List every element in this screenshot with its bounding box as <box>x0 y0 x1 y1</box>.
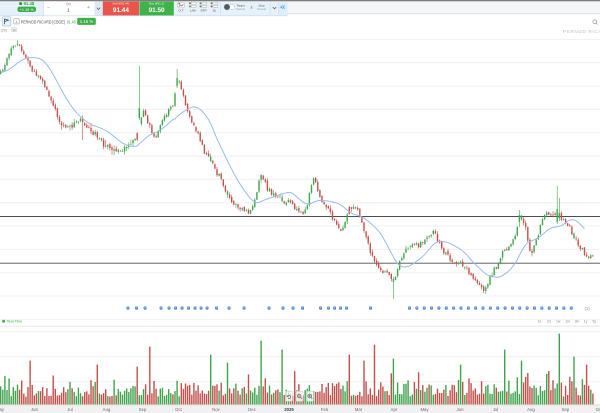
svg-text:Jun: Jun <box>457 407 465 412</box>
svg-text:Manual: Manual <box>236 7 245 11</box>
svg-text:1w: 1w <box>556 320 561 324</box>
svg-text:LIM: LIM <box>190 9 196 13</box>
svg-text:May: May <box>0 407 5 412</box>
svg-text:(20): (20) <box>1 28 7 32</box>
svg-text:91.44: 91.44 <box>113 7 129 14</box>
svg-text:Stop: Stop <box>258 3 265 7</box>
svg-text:Sep: Sep <box>562 407 570 412</box>
svg-text:1d: 1d <box>538 320 542 324</box>
svg-text:Aug: Aug <box>527 407 535 412</box>
svg-text:5y: 5y <box>593 320 597 324</box>
svg-text:STP: STP <box>200 9 206 13</box>
svg-text:Jun: Jun <box>31 407 39 412</box>
svg-text:Qty: Qty <box>66 2 71 6</box>
svg-text:PERNOD RICARD [CBOE]: PERNOD RICARD [CBOE] <box>21 19 65 24</box>
svg-text:91.48: 91.48 <box>24 1 35 6</box>
svg-text:2d: 2d <box>547 320 551 324</box>
svg-text:1: 1 <box>67 7 70 13</box>
svg-text:Nov: Nov <box>212 407 220 412</box>
svg-text:Jul: Jul <box>67 407 73 412</box>
svg-text:1: 1 <box>16 20 18 24</box>
svg-text:Sell (€91.44): Sell (€91.44) <box>112 2 129 6</box>
svg-text:91.48: 91.48 <box>67 19 76 24</box>
svg-text:−: − <box>47 5 50 11</box>
svg-text:Dec: Dec <box>248 407 256 412</box>
svg-text:+: + <box>87 5 90 11</box>
svg-text:Manual: Manual <box>257 7 266 11</box>
svg-text:&: & <box>250 6 253 10</box>
svg-text:May: May <box>420 407 429 412</box>
svg-text:Buy (€91.5): Buy (€91.5) <box>149 2 165 6</box>
svg-text:Jul: Jul <box>493 407 499 412</box>
svg-text:Mar: Mar <box>355 407 363 412</box>
svg-text:1.15 %: 1.15 % <box>80 19 94 24</box>
svg-text:Apr: Apr <box>391 407 398 412</box>
svg-text:(1): (1) <box>585 306 591 311</box>
svg-text:Aug: Aug <box>103 407 111 412</box>
svg-text:Oct: Oct <box>175 407 182 412</box>
svg-text:91.50: 91.50 <box>149 7 165 14</box>
svg-text:3m: 3m <box>575 320 580 324</box>
svg-text:SL: SL <box>213 9 217 13</box>
svg-text:PERNOD RICARD: PERNOD RICARD <box>563 29 600 35</box>
svg-text:O.T: O.T <box>178 9 183 13</box>
svg-text:Feb: Feb <box>321 407 329 412</box>
svg-text:1m: 1m <box>565 320 570 324</box>
svg-text:Real-Time: Real-Time <box>7 320 23 324</box>
svg-text:Target: Target <box>236 3 245 7</box>
svg-text:1y: 1y <box>584 320 588 324</box>
svg-text:Sep: Sep <box>139 407 147 412</box>
svg-text:+1.15 %: +1.15 % <box>20 8 35 12</box>
svg-text:2025: 2025 <box>284 407 294 412</box>
svg-text:Oct: Oct <box>596 407 600 412</box>
